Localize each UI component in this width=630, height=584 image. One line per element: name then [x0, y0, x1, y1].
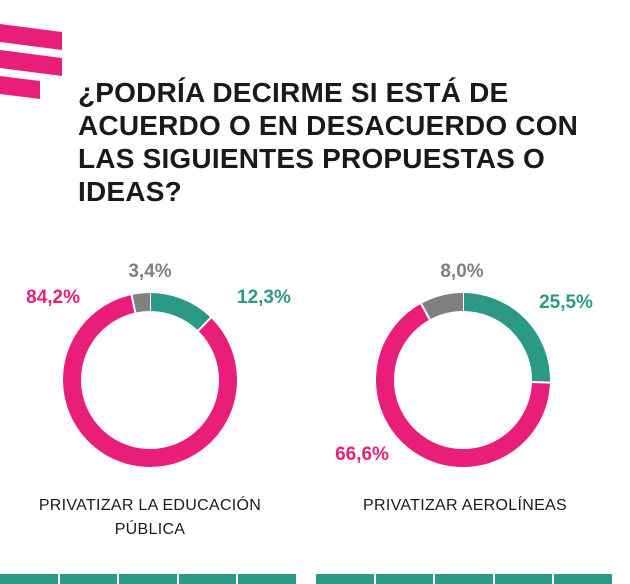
donut-slice-neutral-1	[131, 293, 151, 313]
slice-separator-2-3	[419, 302, 432, 321]
data-label-agree-1: 84,2%	[26, 287, 80, 308]
page-title: ¿PODRÍA DECIRME SI ESTÁ DE ACUERDO O EN …	[78, 77, 579, 207]
chart-caption-airlines: PRIVATIZAR AEROLÍNEAS	[363, 497, 567, 514]
donut-chart-airlines: 25,5% 66,6% 8,0%	[310, 250, 630, 480]
donut-slice-agree-1	[63, 294, 237, 467]
donut-slice-disagree-2	[462, 293, 550, 383]
donut-slice-neutral-2	[421, 293, 464, 320]
donut-chart-education: 12,3% 84,2% 3,4%	[0, 250, 300, 480]
donut-slice-disagree-1	[149, 293, 211, 331]
data-label-agree-2: 66,6%	[335, 444, 389, 465]
donut-svg-education: 12,3% 84,2% 3,4%	[26, 261, 291, 467]
donut-slice-agree-2	[376, 303, 550, 467]
bottom-bar-left	[0, 574, 296, 584]
data-label-neutral-2: 8,0%	[440, 261, 483, 282]
logo-stripes-icon	[0, 24, 62, 99]
bottom-bar-right	[316, 574, 612, 584]
slice-separator-1-3	[130, 293, 137, 314]
donut-svg-airlines: 25,5% 66,6% 8,0%	[335, 261, 593, 467]
chart-caption-education: PRIVATIZAR LA EDUCACIÓN PÚBLICA	[38, 497, 262, 538]
slice-separator-2-2	[530, 381, 551, 384]
slice-separator-1-2	[196, 316, 213, 333]
data-label-disagree-1: 12,3%	[237, 287, 291, 308]
data-label-disagree-2: 25,5%	[539, 292, 593, 313]
data-label-neutral-1: 3,4%	[128, 261, 171, 282]
